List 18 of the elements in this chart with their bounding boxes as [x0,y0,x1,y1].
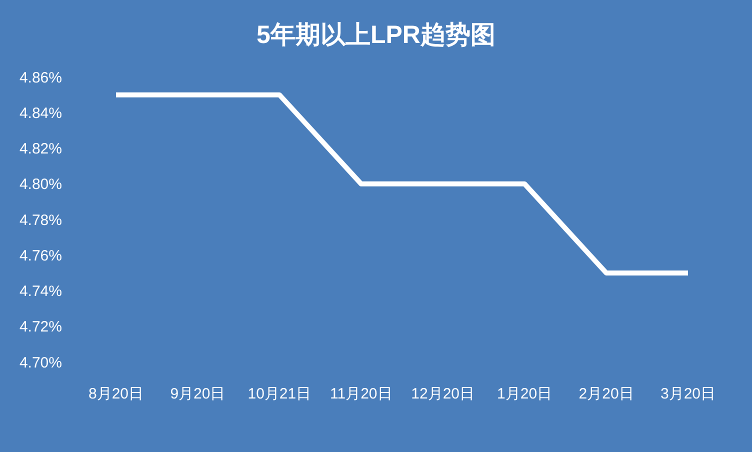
x-tick-label: 10月21日 [248,386,312,403]
y-tick-label: 4.70% [19,354,62,372]
x-tick-label: 2月20日 [578,386,634,403]
x-tick-label: 1月20日 [497,386,552,403]
y-tick-label: 4.76% [19,247,62,264]
x-tick-label: 3月20日 [660,386,716,403]
y-tick-label: 4.82% [19,140,62,158]
y-tick-label: 4.78% [19,212,62,229]
y-tick-label: 4.72% [19,318,62,336]
y-tick-label: 4.84% [19,104,62,122]
y-tick-label: 4.80% [19,176,62,194]
x-tick-label: 8月20日 [88,386,144,403]
x-tick-label: 11月20日 [330,386,392,403]
chart-title: 5年期以上LPR趋势图 [256,20,496,51]
x-tick-label: 9月20日 [170,386,226,403]
y-tick-label: 4.86% [19,69,62,86]
y-tick-label: 4.74% [19,283,62,300]
x-tick-label: 12月20日 [411,386,475,403]
